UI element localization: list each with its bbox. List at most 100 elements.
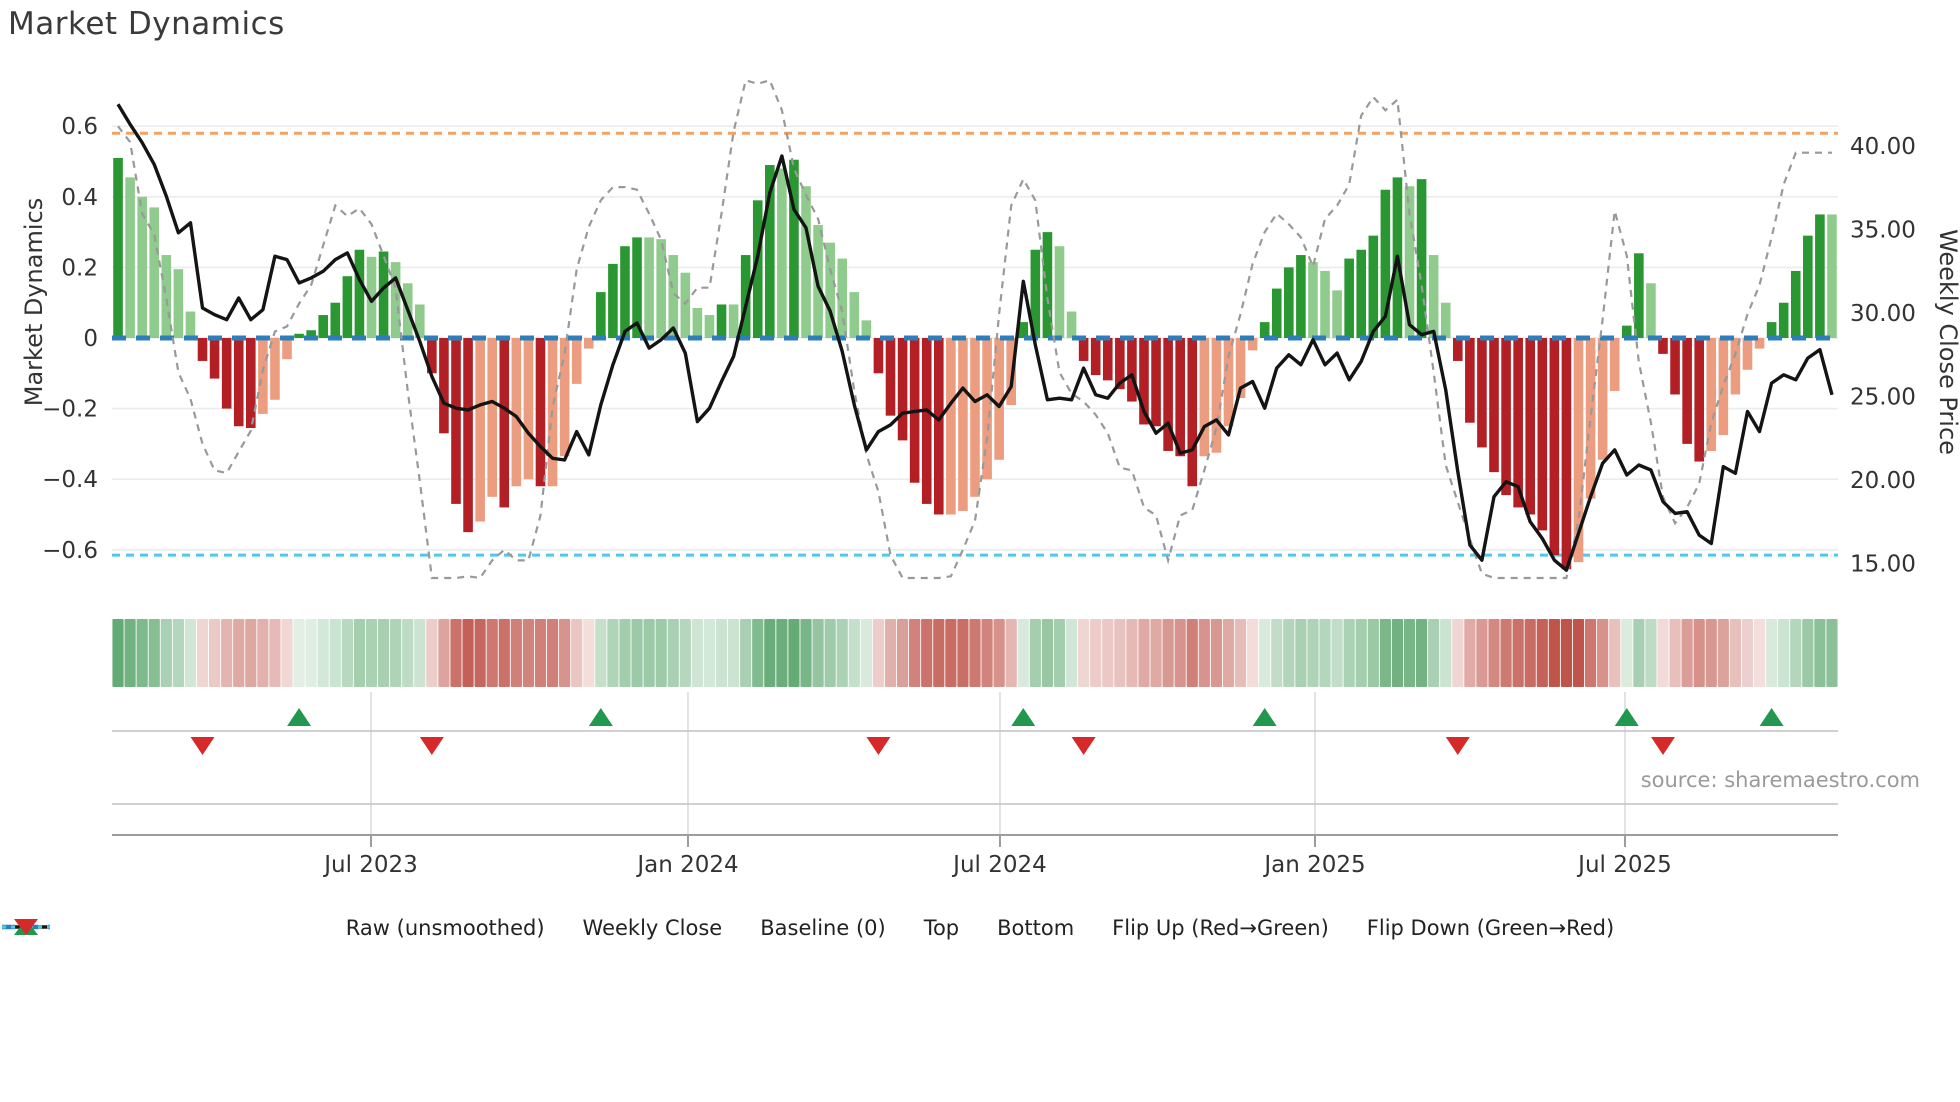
oscillator-bar xyxy=(1368,235,1379,338)
heatmap-cell xyxy=(329,619,341,687)
weekly-close-line xyxy=(116,103,1834,572)
heatmap-cell xyxy=(1572,619,1585,687)
oscillator-bar xyxy=(1404,186,1415,338)
oscillator-bar xyxy=(946,338,956,515)
oscillator-bar xyxy=(921,338,932,504)
oscillator-bar xyxy=(1356,249,1367,338)
heatmap-cell xyxy=(1234,619,1247,687)
flip-down-icon xyxy=(866,737,891,755)
heatmap-cell xyxy=(281,619,293,687)
oscillator-bar xyxy=(499,338,510,508)
heatmap-cell xyxy=(571,619,583,687)
heatmap-cell xyxy=(776,619,788,687)
oscillator-bar xyxy=(258,338,268,414)
flip-up-icon xyxy=(1614,708,1639,726)
oscillator-bar xyxy=(1730,338,1741,395)
heatmap-cell xyxy=(402,619,414,687)
oscillator-bar xyxy=(620,246,630,338)
oscillator-bar xyxy=(475,338,485,522)
heatmap-cell xyxy=(1319,619,1331,687)
heatmap-cell xyxy=(1669,619,1681,687)
heatmap-cell xyxy=(1476,619,1488,687)
oscillator-bar xyxy=(1766,322,1777,338)
oscillator-bar xyxy=(668,255,679,338)
legend-item: Flip Up (Red→Green) xyxy=(14,916,1329,940)
heatmap-cell xyxy=(1102,619,1114,687)
oscillator-bar xyxy=(1742,338,1753,370)
oscillator-bar xyxy=(306,330,316,338)
left-tick-label: −0.6 xyxy=(42,538,98,564)
oscillator-bar xyxy=(765,165,775,338)
oscillator-bar xyxy=(1115,338,1125,390)
oscillator-bar xyxy=(1706,338,1717,451)
oscillator-bar xyxy=(1670,338,1680,395)
heatmap-cell xyxy=(221,619,233,687)
heatmap-cell xyxy=(921,619,933,687)
oscillator-bar xyxy=(197,338,208,361)
heatmap-cell xyxy=(655,619,667,687)
oscillator-bar xyxy=(861,320,872,338)
heatmap-cell xyxy=(1090,619,1102,687)
heatmap-cell xyxy=(160,619,172,687)
flip-up-icon xyxy=(1252,708,1277,726)
oscillator-bar xyxy=(1718,338,1729,436)
heatmap-cell xyxy=(764,619,776,687)
oscillator-bar xyxy=(849,292,860,338)
oscillator-bar xyxy=(1006,338,1017,406)
heatmap-cell xyxy=(884,619,897,687)
oscillator-bar xyxy=(318,315,329,338)
oscillator-bar xyxy=(246,338,256,429)
heatmap-cell xyxy=(196,619,209,687)
heatmap-cell xyxy=(619,619,631,687)
oscillator-bar xyxy=(680,272,691,338)
heatmap-cell xyxy=(1367,619,1379,687)
oscillator-bar xyxy=(1513,338,1523,508)
oscillator-bar xyxy=(113,157,123,338)
oscillator-bar xyxy=(958,338,968,511)
oscillator-bar xyxy=(1634,253,1644,338)
oscillator-bar xyxy=(632,237,642,338)
flip-up-icon xyxy=(287,708,312,726)
oscillator-bar xyxy=(1609,338,1620,391)
heatmap-cell xyxy=(462,619,474,687)
heatmap-cell xyxy=(1741,619,1754,687)
heatmap-cell xyxy=(1440,619,1452,687)
heatmap-cell xyxy=(1814,619,1826,687)
oscillator-bar xyxy=(1030,249,1041,338)
flip-down-icon xyxy=(1071,737,1096,755)
oscillator-bar xyxy=(644,237,654,338)
heatmap-cell xyxy=(172,619,184,687)
right-tick-label: 40.00 xyxy=(1850,134,1916,160)
oscillator-bar xyxy=(1428,255,1439,338)
heatmap-cell xyxy=(1597,619,1609,687)
flip-down-icon xyxy=(190,737,215,755)
heatmap-cell xyxy=(1802,619,1814,687)
x-tick-label: Jul 2023 xyxy=(322,852,418,878)
oscillator-bar xyxy=(294,333,304,338)
oscillator-bar xyxy=(970,338,980,497)
heatmap-cell xyxy=(909,619,921,687)
heatmap-cell xyxy=(715,619,728,687)
heatmap-cell xyxy=(1560,619,1573,687)
oscillator-bar xyxy=(439,338,449,434)
marker-panel: Jul 2023 Jan 2024 Jul 2024 Jan 2025 Jul 2025 xyxy=(112,692,1838,878)
flip-up-icon xyxy=(588,708,613,726)
heatmap-cell xyxy=(341,619,353,687)
chart-canvas: 0.6 0.4 0.2 0 −0.2 −0.4 −0.6 40.00 35.00 30.00 25.… xyxy=(42,78,1916,878)
oscillator-bar xyxy=(716,304,727,338)
oscillator-bar xyxy=(1658,338,1668,354)
oscillator-bar xyxy=(608,263,618,338)
heatmap-cell xyxy=(788,619,800,687)
heatmap-cell xyxy=(1729,619,1742,687)
legend-item: Raw (unsmoothed) xyxy=(2,916,545,940)
oscillator-bar xyxy=(1296,255,1306,338)
left-tick-label: 0 xyxy=(83,326,98,352)
oscillator-bar xyxy=(1754,338,1765,349)
oscillator-bar xyxy=(1561,338,1572,570)
oscillator-bar xyxy=(149,207,160,338)
oscillator-bar xyxy=(1247,338,1258,351)
momentum-heatmap xyxy=(112,619,1838,687)
heatmap-cell xyxy=(522,619,535,687)
oscillator-bar xyxy=(692,307,703,338)
heatmap-cell xyxy=(800,619,812,687)
